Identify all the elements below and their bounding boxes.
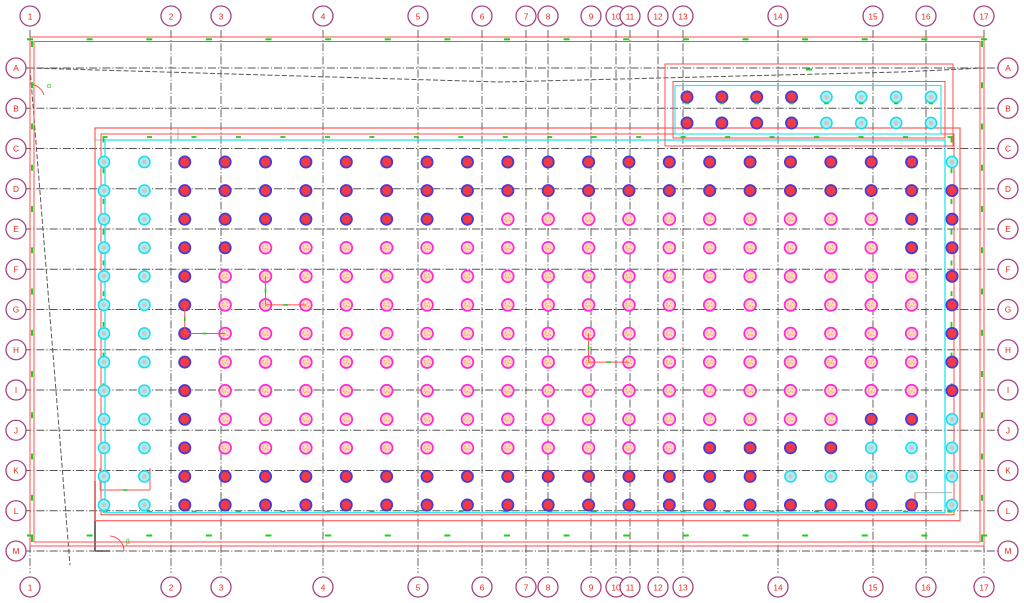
svg-text:3: 3 [219, 582, 224, 592]
svg-text:I: I [15, 385, 17, 395]
svg-text:α: α [47, 83, 51, 90]
svg-text:G: G [1005, 305, 1011, 315]
svg-text:A: A [1005, 63, 1011, 73]
svg-text:4: 4 [321, 582, 326, 592]
svg-text:6: 6 [480, 11, 485, 21]
svg-text:D: D [1005, 184, 1011, 194]
svg-text:9: 9 [589, 11, 594, 21]
svg-text:15: 15 [868, 582, 878, 592]
svg-text:A: A [13, 63, 19, 73]
svg-text:16: 16 [921, 11, 931, 21]
svg-text:7: 7 [524, 582, 529, 592]
svg-text:K: K [13, 466, 19, 476]
svg-text:F: F [1005, 264, 1010, 274]
svg-text:12: 12 [653, 11, 663, 21]
svg-text:H: H [1005, 345, 1011, 355]
svg-text:3: 3 [219, 11, 224, 21]
svg-text:14: 14 [773, 582, 783, 592]
svg-text:16: 16 [921, 582, 931, 592]
svg-text:L: L [1006, 506, 1011, 516]
svg-text:11: 11 [626, 582, 635, 592]
svg-text:J: J [14, 425, 18, 435]
svg-text:J: J [1006, 425, 1010, 435]
svg-text:13: 13 [678, 582, 688, 592]
svg-text:B: B [13, 103, 19, 113]
svg-text:5: 5 [416, 582, 421, 592]
svg-text:H: H [13, 345, 19, 355]
svg-text:1: 1 [28, 11, 33, 21]
svg-text:17: 17 [979, 11, 989, 21]
svg-text:6: 6 [480, 582, 485, 592]
svg-text:2: 2 [169, 582, 174, 592]
svg-text:M: M [1005, 546, 1012, 556]
svg-text:2: 2 [169, 11, 174, 21]
svg-text:G: G [13, 305, 19, 315]
svg-text:8: 8 [546, 582, 551, 592]
svg-text:8: 8 [546, 11, 551, 21]
svg-text:17: 17 [979, 582, 989, 592]
svg-text:K: K [1005, 466, 1011, 476]
svg-text:F: F [13, 264, 18, 274]
svg-text:D: D [13, 184, 19, 194]
svg-text:C: C [13, 144, 19, 154]
svg-text:1: 1 [28, 582, 33, 592]
svg-text:C: C [1005, 144, 1011, 154]
svg-text:9: 9 [589, 582, 594, 592]
svg-text:I: I [1007, 385, 1009, 395]
svg-text:11: 11 [626, 11, 635, 21]
svg-text:12: 12 [653, 582, 663, 592]
svg-text:5: 5 [416, 11, 421, 21]
svg-text:15: 15 [868, 11, 878, 21]
svg-text:B: B [1005, 103, 1011, 113]
svg-text:13: 13 [678, 11, 688, 21]
svg-text:E: E [1005, 224, 1011, 234]
svg-text:L: L [14, 506, 19, 516]
svg-text:7: 7 [524, 11, 529, 21]
svg-text:M: M [13, 546, 20, 556]
svg-text:E: E [13, 224, 19, 234]
svg-text:4: 4 [321, 11, 326, 21]
svg-text:14: 14 [773, 11, 783, 21]
